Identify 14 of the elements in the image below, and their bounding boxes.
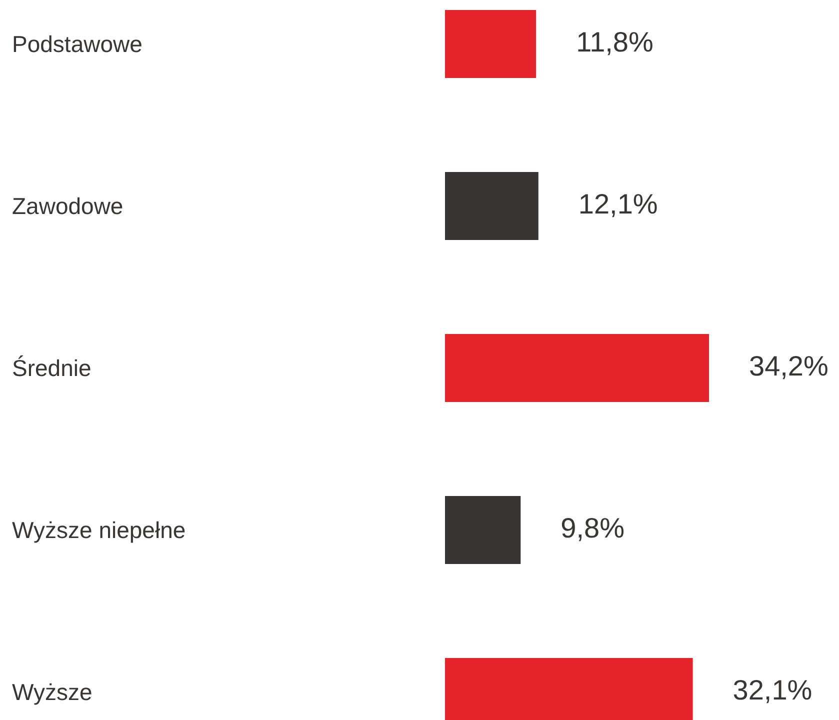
bar <box>445 10 536 78</box>
data-label: 32,1% <box>732 674 812 706</box>
bar <box>445 172 538 240</box>
data-label: 34,2% <box>749 350 828 382</box>
bar <box>445 334 709 402</box>
y-tick-label: Średnie <box>12 355 92 381</box>
bar <box>445 496 521 564</box>
y-tick-label: Zawodowe <box>12 193 124 219</box>
data-label: 11,8% <box>576 26 654 58</box>
y-tick-label: Podstawowe <box>12 31 142 57</box>
data-label: 9,8% <box>560 512 624 544</box>
y-tick-label: Wyższe <box>12 679 92 705</box>
y-tick-label: Wyższe niepełne <box>12 517 186 543</box>
data-label: 12,1% <box>578 188 658 220</box>
